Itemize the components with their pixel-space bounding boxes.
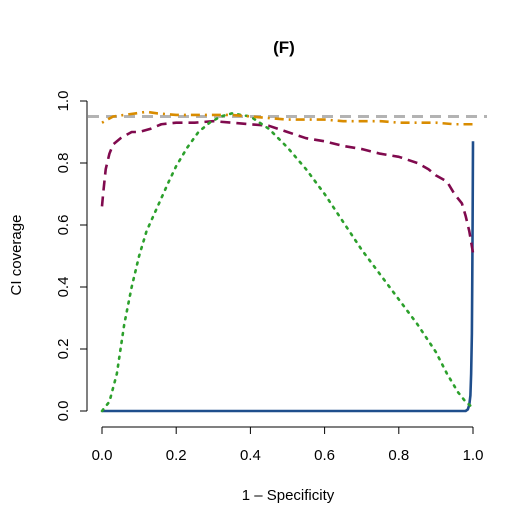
x-tick-label: 1.0 [463, 447, 484, 464]
chart-title: (F) [273, 38, 295, 57]
y-tick-label: 1.0 [55, 91, 72, 112]
series-line-1 [102, 141, 475, 413]
series-line-2 [100, 119, 475, 254]
x-tick-label: 0.0 [92, 447, 113, 464]
y-tick-label: 0.6 [55, 215, 72, 236]
x-tick-label: 0.8 [388, 447, 409, 464]
y-tick-label: 0.2 [55, 339, 72, 360]
y-tick-label: 0.8 [55, 153, 72, 174]
x-axis-label: 1 – Specificity [242, 487, 335, 504]
series-line-3 [100, 112, 475, 413]
x-tick-label: 0.4 [240, 447, 261, 464]
series-line-4 [101, 110, 473, 126]
axes-layer: 0.0 0.2 0.4 0.6 0.8 1.0 0.0 0.2 0.4 0.6 0.8 1.0 [55, 91, 483, 464]
x-tick-label: 0.6 [314, 447, 335, 464]
y-axis-label: CI coverage [8, 215, 25, 296]
series-layer [88, 110, 487, 413]
y-tick-label: 0.4 [55, 277, 72, 298]
y-tick-label: 0.0 [55, 401, 72, 422]
x-tick-label: 0.2 [166, 447, 187, 464]
